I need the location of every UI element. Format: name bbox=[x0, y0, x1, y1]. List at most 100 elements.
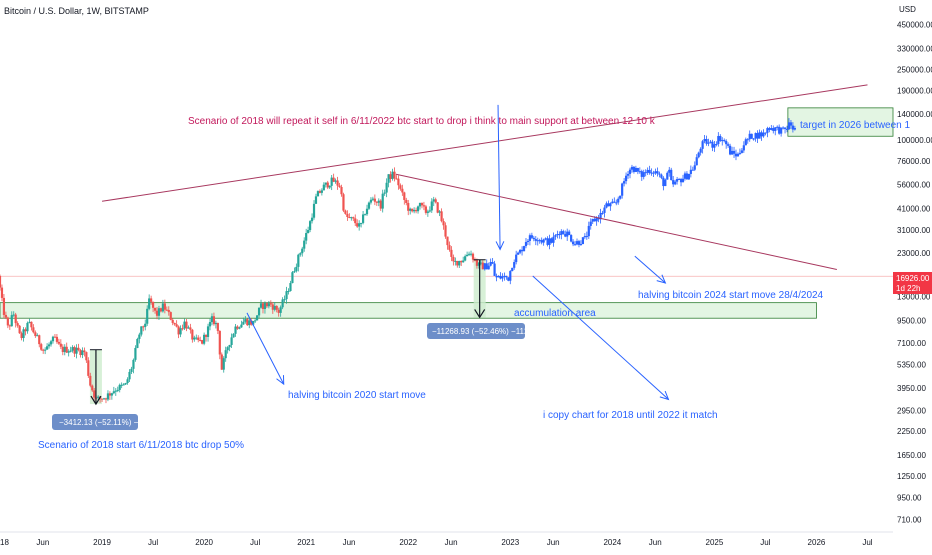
candle-body bbox=[197, 337, 200, 340]
candle-body bbox=[142, 326, 145, 328]
candle-body bbox=[8, 325, 11, 327]
y-tick-label: 710.00 bbox=[897, 516, 922, 525]
candle-body bbox=[734, 153, 738, 157]
drop-arrow-head bbox=[90, 395, 102, 406]
candle-body bbox=[593, 218, 596, 222]
candle-body bbox=[524, 242, 528, 247]
candle-body bbox=[628, 169, 632, 174]
candle-body bbox=[175, 324, 178, 327]
y-tick-label: 23000.00 bbox=[897, 249, 931, 258]
candle-body bbox=[448, 245, 451, 250]
candle-body bbox=[263, 303, 267, 310]
label-target-zone: target in 2026 between 1 bbox=[800, 120, 911, 131]
candle-body bbox=[385, 182, 388, 193]
candle-body bbox=[652, 172, 655, 174]
candle-body bbox=[310, 217, 314, 222]
candle-body bbox=[481, 262, 484, 270]
candle-body bbox=[97, 396, 100, 398]
price-tag-value: 16926.00 bbox=[896, 274, 930, 283]
candle-body bbox=[469, 253, 473, 255]
candle-body bbox=[354, 218, 357, 224]
candle-body bbox=[134, 347, 137, 360]
candle-body bbox=[226, 347, 229, 351]
candle-body bbox=[781, 127, 785, 129]
candle-body bbox=[238, 327, 241, 329]
candle-body bbox=[291, 272, 294, 284]
candle-body bbox=[571, 241, 575, 245]
candle-body bbox=[161, 303, 164, 312]
candle-body bbox=[732, 150, 736, 154]
candle-body bbox=[332, 177, 335, 182]
candle-body bbox=[573, 244, 577, 246]
candle-body bbox=[395, 178, 398, 180]
candle-body bbox=[646, 169, 649, 173]
candle-body bbox=[471, 253, 475, 260]
candle-body bbox=[538, 240, 541, 242]
candle-body bbox=[605, 203, 608, 208]
candle-body bbox=[322, 184, 325, 191]
candle-body bbox=[487, 265, 490, 270]
candle-body bbox=[73, 347, 76, 354]
candle-body bbox=[674, 181, 677, 185]
candle-body bbox=[169, 312, 172, 320]
candle-body bbox=[153, 307, 157, 311]
y-axis[interactable]: 450000.00 330000.00 250000.00 190000.00 1400… bbox=[897, 21, 932, 525]
descending-trendline bbox=[395, 173, 837, 270]
candle-body bbox=[89, 375, 92, 386]
candle-body bbox=[466, 254, 469, 257]
y-tick-label: 330000.00 bbox=[897, 44, 932, 53]
candle-body bbox=[715, 144, 718, 146]
candle-body bbox=[758, 132, 761, 139]
candle-body bbox=[603, 207, 606, 213]
candle-body bbox=[589, 221, 592, 226]
candle-body bbox=[601, 212, 604, 214]
candle-body bbox=[411, 208, 414, 212]
candle-body bbox=[312, 203, 316, 218]
y-tick-label: 5350.00 bbox=[897, 361, 926, 370]
y-tick-label: 76000.00 bbox=[897, 157, 931, 166]
candle-body bbox=[685, 173, 689, 180]
candle-body bbox=[44, 349, 47, 351]
candle-body bbox=[752, 138, 755, 140]
candle-body bbox=[711, 141, 714, 148]
candle-body bbox=[648, 169, 651, 174]
candle-body bbox=[634, 167, 637, 172]
candle-body bbox=[607, 203, 610, 207]
candle-body bbox=[583, 236, 586, 238]
candle-body bbox=[344, 210, 347, 214]
candle-body bbox=[379, 200, 382, 209]
candle-body bbox=[615, 202, 618, 204]
candle-body bbox=[185, 321, 188, 329]
candle-body bbox=[536, 240, 539, 242]
candle-body bbox=[738, 152, 742, 154]
candle-body bbox=[528, 235, 532, 241]
candle-body bbox=[534, 239, 537, 241]
candle-body bbox=[727, 144, 730, 146]
candle-body bbox=[703, 138, 706, 142]
candle-body bbox=[83, 350, 86, 353]
candle-body bbox=[49, 341, 53, 345]
x-tick-label: 2021 bbox=[297, 538, 315, 547]
candle-body bbox=[273, 305, 276, 310]
candle-body bbox=[787, 122, 791, 130]
x-tick-label: Jul bbox=[760, 538, 770, 547]
candle-body bbox=[501, 276, 504, 279]
candle-body bbox=[40, 344, 43, 350]
candle-body bbox=[352, 217, 355, 219]
candle-body bbox=[778, 126, 781, 134]
candle-body bbox=[776, 126, 779, 128]
candle-body bbox=[42, 349, 45, 351]
candle-body bbox=[244, 319, 247, 322]
candle-body bbox=[748, 133, 751, 140]
candle-body bbox=[491, 262, 494, 264]
candle-body bbox=[785, 128, 789, 130]
x-axis[interactable]: 2018 Jun 2019 Jul 2020 Jul 2021 Jun 2022 Jun 2023 J… bbox=[0, 531, 893, 547]
candle-body bbox=[120, 384, 123, 386]
candle-body bbox=[405, 199, 408, 203]
candle-body bbox=[177, 326, 180, 335]
target-zone bbox=[787, 107, 894, 137]
candle-body bbox=[548, 238, 551, 245]
candle-body bbox=[550, 238, 553, 243]
candle-body bbox=[389, 174, 392, 179]
